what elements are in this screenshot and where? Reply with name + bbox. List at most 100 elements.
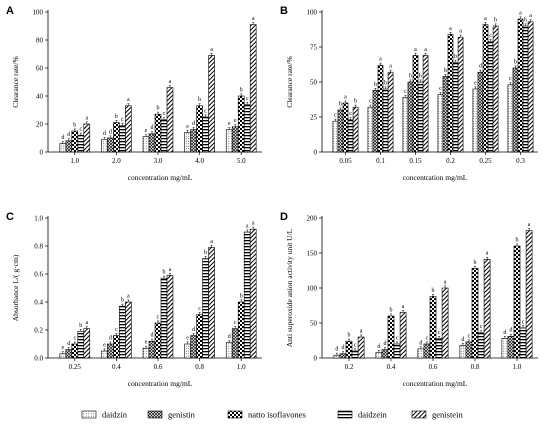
x-tick-label: 1.0 xyxy=(70,157,79,165)
y-tick-label: 200 xyxy=(307,214,318,222)
y-tick-label: 80 xyxy=(36,36,44,44)
y-tick-label: 0.2 xyxy=(34,326,43,334)
bar-daidzin xyxy=(375,352,383,359)
x-tick-label: 0.3 xyxy=(516,157,525,165)
bar-natto-isoflavones xyxy=(482,24,489,153)
bar-daidzein xyxy=(477,332,485,359)
significance-letter: c xyxy=(404,89,407,95)
significance-letter: d xyxy=(383,341,386,347)
panel-letter: B xyxy=(280,5,288,17)
bar-genistin xyxy=(372,90,379,153)
y-tick-label: 20 xyxy=(36,120,44,128)
y-tick-label: 0.0 xyxy=(34,354,43,362)
significance-letter: d xyxy=(341,345,344,351)
significance-letter: b xyxy=(198,97,201,103)
bar-daidzin xyxy=(59,143,67,153)
significance-letter: b xyxy=(73,122,76,128)
x-tick-label: 4.0 xyxy=(195,157,204,165)
significance-letter: a xyxy=(389,64,392,70)
bar-daidzein xyxy=(393,343,401,359)
bar-genistein xyxy=(483,258,491,359)
significance-letter: b xyxy=(157,106,160,112)
significance-letter: a xyxy=(85,115,88,121)
significance-letter: c xyxy=(439,86,442,92)
bar-genistin xyxy=(107,343,114,359)
significance-letter: c xyxy=(509,76,512,82)
bar-daidzein xyxy=(77,134,85,153)
bar-natto-isoflavones xyxy=(429,296,437,359)
bar-daidzin xyxy=(101,350,108,359)
significance-letter: d xyxy=(377,344,380,350)
significance-letter: d xyxy=(503,330,506,336)
significance-letter: d xyxy=(61,135,64,141)
bar-daidzin xyxy=(184,132,191,153)
bar-daidzin xyxy=(367,106,374,153)
significance-letter: b xyxy=(354,99,357,105)
legend-swatch xyxy=(411,410,427,419)
bar-genistein xyxy=(208,247,215,359)
bar-genistein xyxy=(441,287,449,359)
x-tick-label: 0.25 xyxy=(479,157,492,165)
significance-letter: c xyxy=(79,127,82,133)
significance-letter: c xyxy=(198,306,201,312)
significance-letter: c xyxy=(468,333,471,339)
legend-label: natto isoflavones xyxy=(248,410,306,420)
bar-genistin xyxy=(148,340,156,359)
bar-daidzein xyxy=(417,81,424,153)
bar-daidzein xyxy=(202,258,209,359)
bar-genistein xyxy=(399,312,407,359)
bar-genistin xyxy=(107,137,114,153)
bar-daidzein xyxy=(77,331,85,359)
y-tick-label: 0 xyxy=(314,148,318,156)
panel-letter: D xyxy=(280,211,288,223)
bar-daidzin xyxy=(59,353,67,359)
significance-letter: b xyxy=(348,333,351,339)
significance-letter: e xyxy=(61,345,64,351)
bar-genistin xyxy=(337,109,344,153)
bar-daidzin xyxy=(437,94,444,153)
bar-genistin xyxy=(231,328,239,359)
bar-genistein xyxy=(525,230,533,359)
x-tick-label: 5.0 xyxy=(237,157,246,165)
significance-letter: a xyxy=(85,320,88,326)
bar-natto-isoflavones xyxy=(71,343,79,359)
y-axis-label: Clearance rate/% xyxy=(285,56,294,107)
bar-genistin xyxy=(381,349,389,359)
bar-natto-isoflavones xyxy=(345,340,353,359)
y-tick-label: 25 xyxy=(310,113,318,121)
significance-letter: e xyxy=(234,118,237,124)
significance-letter: a xyxy=(360,328,363,334)
bar-daidzin xyxy=(225,129,233,153)
significance-letter: b xyxy=(419,73,422,79)
significance-letter: a xyxy=(169,79,172,85)
x-tick-label: 2.0 xyxy=(112,157,121,165)
bar-natto-isoflavones xyxy=(237,95,245,153)
y-tick-label: 0.8 xyxy=(34,242,43,250)
bar-genistin xyxy=(148,133,156,153)
bar-natto-isoflavones xyxy=(377,64,384,153)
significance-letter: a xyxy=(402,304,405,310)
significance-letter: d xyxy=(479,64,482,70)
significance-letter: b xyxy=(374,82,377,88)
legend-label: daidzein xyxy=(358,410,388,420)
bar-genistin xyxy=(407,81,414,153)
bar-natto-isoflavones xyxy=(447,34,454,153)
significance-letter: c xyxy=(438,330,441,336)
x-tick-label: 0.05 xyxy=(339,157,352,165)
bar-natto-isoflavones xyxy=(196,314,203,359)
bar-genistein xyxy=(422,55,429,153)
significance-letter: c xyxy=(157,314,160,320)
bar-natto-isoflavones xyxy=(342,102,349,153)
significance-letter: c xyxy=(369,99,372,105)
significance-letter: d xyxy=(228,334,231,340)
chart-panel-a: A 0 20 40 60 80 100 Clearance rate/% concentrati… xyxy=(6,5,262,182)
bar-daidzin xyxy=(184,343,191,359)
x-tick-label: 0.25 xyxy=(69,363,82,371)
significance-letter: a xyxy=(529,13,532,19)
x-tick-label: 0.8 xyxy=(195,363,204,371)
bar-genistin xyxy=(190,129,197,153)
significance-letter: c xyxy=(480,324,483,330)
significance-letter: a xyxy=(127,97,130,103)
significance-letter: b xyxy=(432,288,435,294)
